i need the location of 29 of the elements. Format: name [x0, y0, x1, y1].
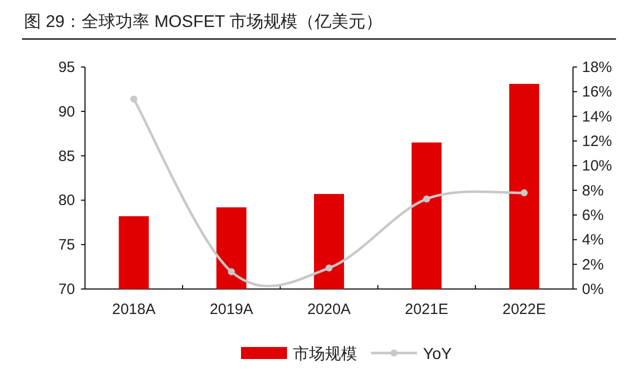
- y-tick-label: 85: [58, 148, 75, 165]
- legend-label: YoY: [423, 346, 452, 363]
- x-tick-label: 2022E: [502, 301, 546, 318]
- x-tick-label: 2020A: [307, 301, 351, 318]
- y2-tick-label: 2%: [582, 256, 604, 274]
- y2-tick-label: 12%: [582, 133, 612, 150]
- y2-tick-label: 18%: [582, 59, 612, 76]
- point: [228, 268, 235, 276]
- y2-tick-label: 16%: [582, 84, 612, 101]
- y2-tick-label: 6%: [582, 207, 604, 224]
- y-tick-label: 80: [58, 192, 75, 210]
- x-tick-label: 2021E: [404, 301, 448, 318]
- y2-tick-label: 14%: [582, 108, 612, 126]
- chart-title: 图 29：全球功率 MOSFET 市场规模（亿美元）: [24, 12, 383, 31]
- x-tick-label: 2019A: [210, 301, 254, 318]
- y-tick-label: 70: [58, 281, 75, 298]
- point: [423, 195, 430, 202]
- y2-tick-label: 10%: [582, 158, 612, 175]
- x-tick-label: 2018A: [112, 301, 156, 318]
- point: [130, 96, 138, 103]
- point: [326, 264, 332, 272]
- y-tick-label: 95: [58, 59, 75, 76]
- y2-tick-label: 0%: [582, 281, 604, 298]
- y2-tick-label: 4%: [582, 232, 604, 249]
- point: [520, 189, 528, 196]
- y-tick-label: 75: [58, 236, 75, 254]
- y2-tick-label: 8%: [582, 182, 604, 200]
- y-tick-label: 90: [58, 103, 75, 120]
- legend-label: 市场规模: [293, 345, 357, 363]
